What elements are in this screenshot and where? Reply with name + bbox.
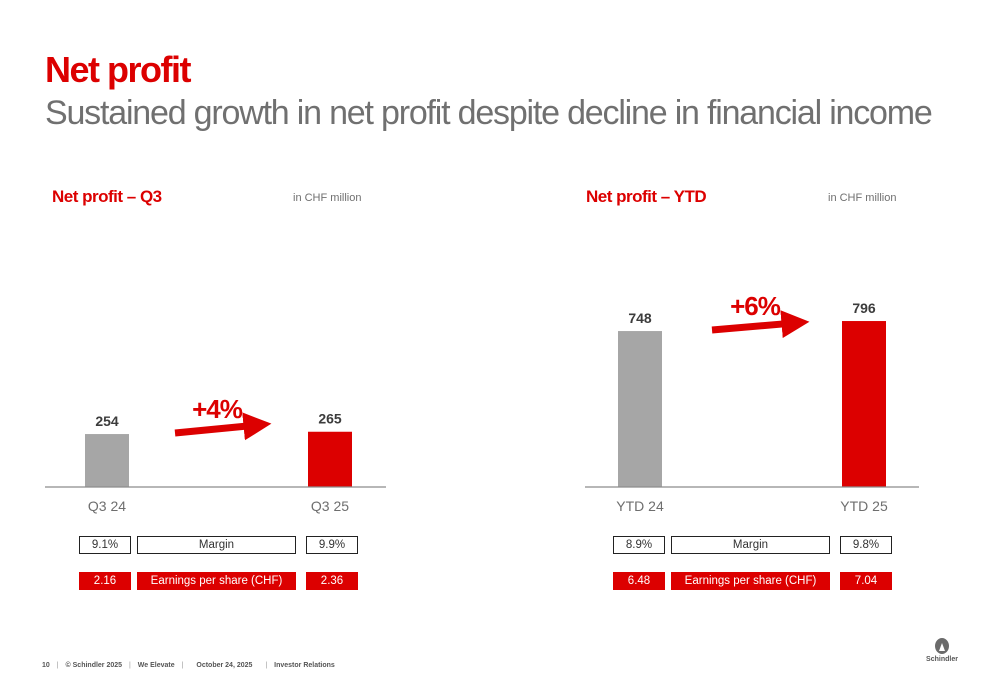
bar-q3-25 (308, 431, 352, 487)
margin-value-q3-24: 9.1% (79, 536, 131, 554)
eps-value-ytd-25: 7.04 (840, 572, 892, 590)
growth-arrow-icon (174, 412, 272, 441)
bar-ytd-25 (842, 321, 886, 487)
chart-ytd: 748 YTD 24 796 YTD 25 +6% (585, 291, 919, 514)
department: Investor Relations (274, 662, 335, 669)
footer-date: October 24, 2025 (196, 662, 253, 669)
x-tick-label: YTD 25 (840, 498, 888, 514)
growth-arrow-icon (711, 310, 810, 339)
margin-value-q3-25: 9.9% (306, 536, 358, 554)
x-tick-label: YTD 24 (616, 498, 664, 514)
chart-q3: 254 Q3 24 265 Q3 25 +4% (45, 394, 386, 514)
growth-annotation: +4% (192, 394, 243, 424)
footer-separator: | (56, 662, 59, 669)
data-label: 265 (318, 411, 342, 427)
footer-separator: | (265, 662, 268, 669)
data-label: 748 (628, 310, 652, 326)
margin-value-ytd-25: 9.8% (840, 536, 892, 554)
tagline: We Elevate (137, 662, 175, 669)
copyright: © Schindler 2025 (65, 662, 123, 669)
schindler-logo: Schindler (925, 638, 959, 663)
eps-label-ytd: Earnings per share (CHF) (671, 572, 830, 590)
eps-label-q3: Earnings per share (CHF) (137, 572, 296, 590)
growth-annotation: +6% (730, 291, 781, 321)
x-tick-label: Q3 24 (88, 498, 126, 514)
data-label: 796 (852, 300, 876, 316)
eps-value-q3-25: 2.36 (306, 572, 358, 590)
margin-label-ytd: Margin (671, 536, 830, 554)
bar-q3-24 (85, 434, 129, 487)
slide-subtitle: Sustained growth in net profit despite d… (45, 94, 933, 132)
footer-separator: | (181, 662, 184, 669)
eps-value-q3-24: 2.16 (79, 572, 131, 590)
logo-name: Schindler (926, 656, 958, 663)
eps-value-ytd-24: 6.48 (613, 572, 665, 590)
x-tick-label: Q3 25 (311, 498, 349, 514)
page-number: 10 (42, 662, 50, 669)
footer: 10 | © Schindler 2025 | We Elevate | Oct… (42, 662, 340, 669)
margin-value-ytd-24: 8.9% (613, 536, 665, 554)
unit-label-ytd: in CHF million (828, 192, 897, 204)
margin-label-q3: Margin (137, 536, 296, 554)
schindler-logo-icon (935, 638, 949, 654)
footer-separator: | (129, 662, 131, 669)
bar-ytd-24 (618, 331, 662, 487)
slide-title: Net profit (45, 49, 191, 90)
unit-label-q3: in CHF million (293, 192, 362, 204)
panel-title-q3: Net profit – Q3 (52, 187, 162, 206)
panel-title-ytd: Net profit – YTD (586, 187, 707, 206)
data-label: 254 (95, 413, 119, 429)
